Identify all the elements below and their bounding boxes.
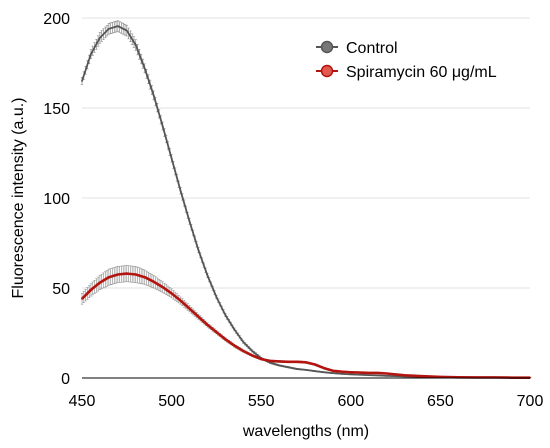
data-point-control xyxy=(224,314,227,316)
data-point-spiramycin xyxy=(143,276,146,279)
data-point-spiramycin xyxy=(331,369,334,372)
y-tick-200: 200 xyxy=(43,11,70,28)
data-point-spiramycin xyxy=(260,358,263,360)
data-point-control xyxy=(170,157,173,160)
legend-label-spiramycin: Spiramycin 60 μg/mL xyxy=(346,64,497,81)
data-point-spiramycin xyxy=(197,315,200,318)
data-point-control xyxy=(99,36,101,39)
data-point-spiramycin xyxy=(224,338,227,341)
data-point-spiramycin xyxy=(233,344,236,347)
data-point-spiramycin xyxy=(116,273,119,276)
data-point-spiramycin xyxy=(376,372,379,374)
x-tick-500: 500 xyxy=(158,393,185,410)
data-point-control xyxy=(134,44,137,46)
data-point-spiramycin xyxy=(170,292,173,295)
data-point-control xyxy=(314,370,316,373)
data-point-control xyxy=(107,27,110,30)
legend-swatch-marker-spiramycin xyxy=(320,64,334,78)
data-point-control xyxy=(323,371,325,374)
data-point-control xyxy=(81,80,83,82)
data-point-control xyxy=(125,29,128,32)
data-point-spiramycin xyxy=(385,372,388,375)
data-point-spiramycin xyxy=(305,361,307,364)
data-point-control xyxy=(385,374,388,377)
legend-label-control: Control xyxy=(346,40,398,57)
data-point-spiramycin xyxy=(403,374,406,377)
data-points-spiramycin xyxy=(81,272,531,379)
data-point-spiramycin xyxy=(296,360,298,363)
data-point-spiramycin xyxy=(125,272,128,275)
data-point-control xyxy=(287,366,289,369)
legend-item-spiramycin: Spiramycin 60 μg/mL xyxy=(316,64,497,81)
data-point-control xyxy=(278,364,281,367)
x-tick-650: 650 xyxy=(427,393,454,410)
y-tick-50: 50 xyxy=(52,281,70,298)
data-point-control xyxy=(340,372,343,375)
data-point-control xyxy=(242,341,245,343)
data-point-control xyxy=(116,25,119,27)
y-tick-0: 0 xyxy=(61,371,70,388)
data-point-control xyxy=(367,374,370,377)
data-point-control xyxy=(179,189,182,192)
legend-swatch-marker-control xyxy=(320,40,334,54)
data-point-spiramycin xyxy=(349,371,352,374)
data-point-spiramycin xyxy=(421,375,424,378)
data-point-spiramycin xyxy=(152,280,155,283)
data-point-control xyxy=(143,67,146,70)
data-point-control xyxy=(269,361,272,364)
data-point-spiramycin xyxy=(206,324,209,326)
data-point-control xyxy=(331,372,334,375)
x-tick-450: 450 xyxy=(69,393,96,410)
data-point-control xyxy=(152,94,155,97)
data-point-control xyxy=(161,125,164,127)
x-axis-label: wavelengths (nm) xyxy=(242,423,369,440)
data-point-spiramycin xyxy=(242,350,245,352)
data-point-control xyxy=(305,369,307,371)
data-point-spiramycin xyxy=(215,331,218,333)
data-point-spiramycin xyxy=(179,299,182,302)
data-point-spiramycin xyxy=(251,354,254,357)
data-point-spiramycin xyxy=(269,360,272,362)
data-point-control xyxy=(188,220,191,223)
data-point-spiramycin xyxy=(134,273,137,276)
data-point-control xyxy=(215,296,218,298)
data-point-control xyxy=(349,373,352,376)
legend: Control Spiramycin 60 μg/mL xyxy=(316,40,497,81)
data-point-spiramycin xyxy=(358,371,361,374)
data-point-control xyxy=(90,53,92,55)
data-point-spiramycin xyxy=(314,363,316,366)
data-point-control xyxy=(206,274,209,277)
x-tick-550: 550 xyxy=(248,393,275,410)
x-tick-600: 600 xyxy=(337,393,364,410)
data-point-control xyxy=(233,328,236,331)
data-point-control xyxy=(251,350,254,352)
y-tick-labels: 0 50 100 150 200 xyxy=(43,11,70,388)
data-point-spiramycin xyxy=(287,360,289,363)
y-tick-150: 150 xyxy=(43,101,70,118)
data-point-spiramycin xyxy=(99,281,101,284)
data-point-spiramycin xyxy=(81,297,83,300)
data-point-spiramycin xyxy=(278,360,281,363)
data-point-spiramycin xyxy=(188,307,191,310)
data-point-spiramycin xyxy=(367,372,370,374)
data-point-spiramycin xyxy=(107,276,110,279)
data-point-spiramycin xyxy=(439,376,442,378)
data-point-spiramycin xyxy=(90,288,92,291)
data-point-spiramycin xyxy=(161,286,164,288)
x-tick-700: 700 xyxy=(517,393,544,410)
y-axis-label: Fluorescence intensity (a.u.) xyxy=(10,98,27,299)
data-point-control xyxy=(197,249,200,252)
data-point-spiramycin xyxy=(340,370,343,373)
grid-lines xyxy=(82,17,530,289)
data-point-control xyxy=(296,368,298,370)
data-point-spiramycin xyxy=(323,367,325,369)
legend-item-control: Control xyxy=(316,40,398,57)
series-lines xyxy=(81,25,531,379)
y-tick-100: 100 xyxy=(43,191,70,208)
x-tick-labels: 450 500 550 600 650 700 xyxy=(69,393,544,410)
